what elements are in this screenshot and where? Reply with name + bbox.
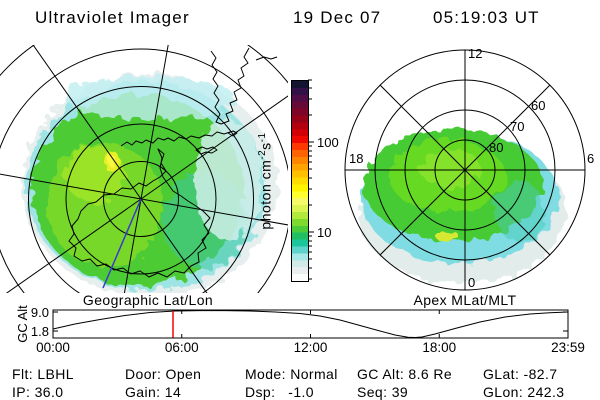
mlat-80-label: 80 <box>489 140 503 155</box>
right-plot-title: Apex MLat/MLT <box>413 292 517 308</box>
unit-base-2: s <box>257 142 274 150</box>
xtick-0600: 06:00 <box>165 340 199 355</box>
magnetic-grid <box>344 49 586 291</box>
coastline-map <box>68 47 278 278</box>
colorbar-tick-100: 100 <box>317 135 339 150</box>
strip-chart-ylabel: GC Alt <box>15 305 30 343</box>
xtick-1200: 12:00 <box>294 340 328 355</box>
unit-base-1: photon cm <box>257 159 274 230</box>
status-ip: IP: 36.0 <box>12 384 64 400</box>
xtick-0000: 00:00 <box>36 340 70 355</box>
status-gc-alt: GC Alt: 8.6 Re <box>357 366 453 382</box>
status-door: Door: Open <box>125 366 202 382</box>
strip-chart-frame <box>52 309 569 339</box>
status-glon: GLon: 242.3 <box>483 384 565 400</box>
status-glat: GLat: -82.7 <box>483 366 558 382</box>
status-gain: Gain: 14 <box>125 384 182 400</box>
right-aurora-image <box>358 129 566 284</box>
mlt-18-label: 18 <box>349 151 363 166</box>
app-title: Ultraviolet Imager <box>35 8 190 27</box>
xtick-2359: 23:59 <box>551 340 585 355</box>
mlat-60-label: 60 <box>531 98 545 113</box>
strip-chart-axis-ticks <box>53 310 568 338</box>
left-polar-plot <box>0 45 288 293</box>
status-dsp: Dsp: -1.0 <box>245 384 314 400</box>
date-label: 19 Dec 07 <box>293 8 382 27</box>
status-flt: Flt: LBHL <box>12 366 74 382</box>
status-seq: Seq: 39 <box>357 384 409 400</box>
colorbar-tick-10: 10 <box>317 225 331 240</box>
ground-track-line <box>102 198 142 289</box>
gc-alt-curve <box>52 310 569 339</box>
xtick-1800: 18:00 <box>422 340 456 355</box>
mlat-ring-labels: 80 70 60 <box>489 98 545 155</box>
ytick-1-8: 1.8 <box>31 324 49 339</box>
colorbar-unit-label: photon cm-2s-1 <box>257 81 279 281</box>
unit-exp-1: -2 <box>257 149 268 160</box>
ytick-9: 9.0 <box>31 305 49 320</box>
left-plot-title: Geographic Lat/Lon <box>82 292 214 308</box>
unit-exp-2: -1 <box>257 132 268 143</box>
time-label: 05:19:03 UT <box>433 8 540 27</box>
colorbar <box>291 80 309 282</box>
mlt-12-label: 12 <box>468 46 482 61</box>
right-polar-plot <box>344 49 586 291</box>
mlt-6-label: 6 <box>587 151 594 166</box>
strip-chart: 9.0 1.8 GC Alt 00:00 06:00 12:00 18:00 2… <box>15 305 585 355</box>
mlat-70-label: 70 <box>510 119 524 134</box>
mlt-0-label: 0 <box>468 275 475 290</box>
mlt-hour-labels: 12 18 6 0 <box>349 46 594 290</box>
status-mode: Mode: Normal <box>245 366 338 382</box>
strip-chart-xticks: 00:00 06:00 12:00 18:00 23:59 <box>36 340 585 355</box>
